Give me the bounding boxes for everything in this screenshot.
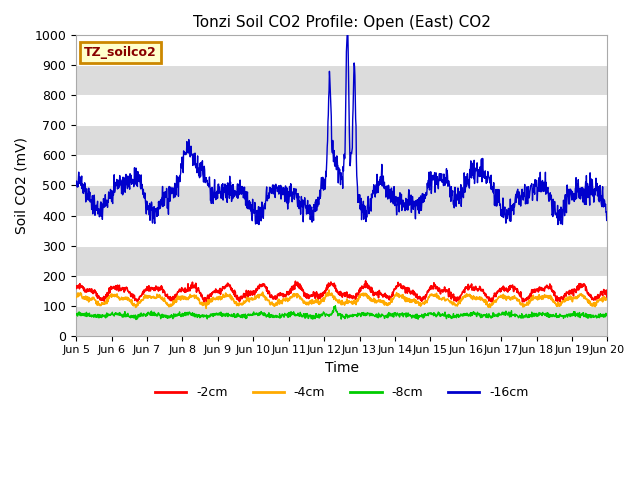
Bar [76,96,607,125]
Text: TZ_soilco2: TZ_soilco2 [84,46,157,59]
Y-axis label: Soil CO2 (mV): Soil CO2 (mV) [15,137,29,234]
Bar [76,276,607,306]
Legend: -2cm, -4cm, -8cm, -16cm: -2cm, -4cm, -8cm, -16cm [150,382,534,405]
Bar [76,216,607,246]
Title: Tonzi Soil CO2 Profile: Open (East) CO2: Tonzi Soil CO2 Profile: Open (East) CO2 [193,15,491,30]
X-axis label: Time: Time [324,361,359,375]
Bar [76,36,607,65]
Bar [76,156,607,185]
